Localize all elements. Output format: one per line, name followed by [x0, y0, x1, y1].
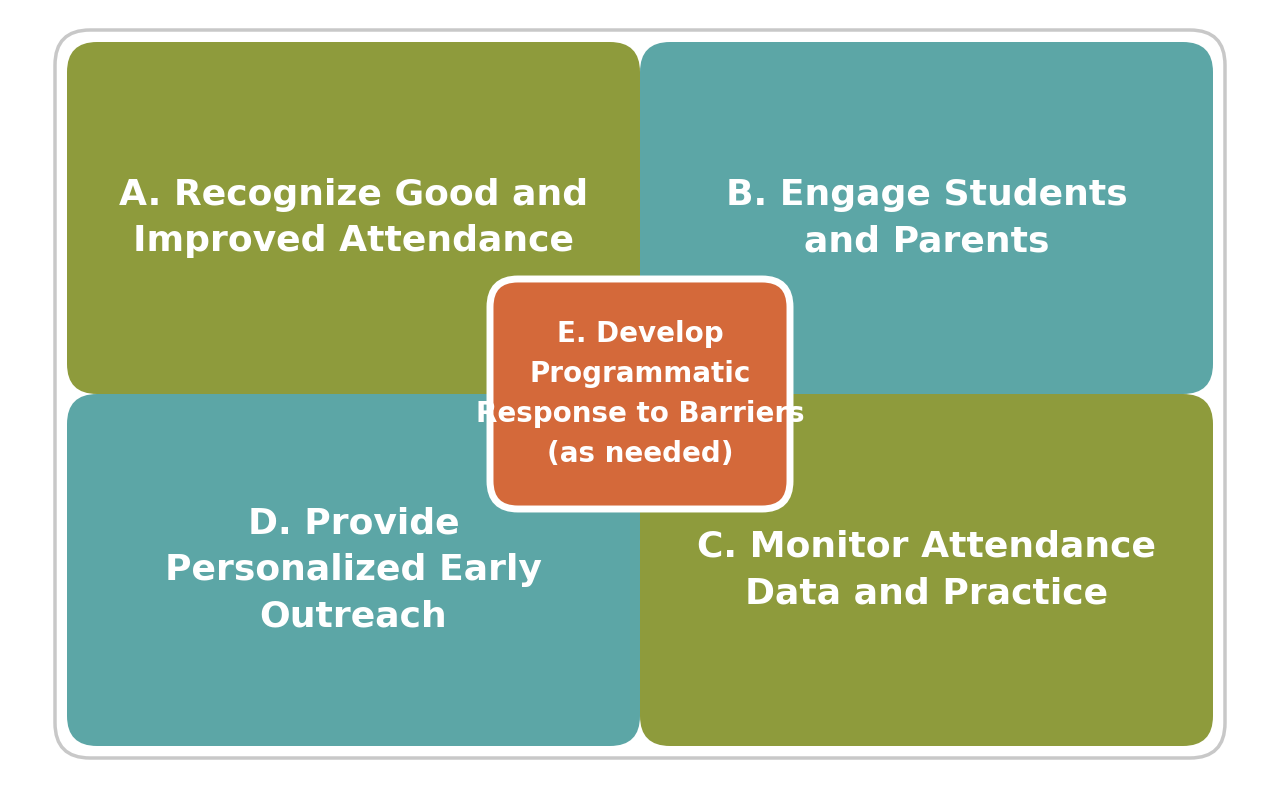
Text: D. Provide
Personalized Early
Outreach: D. Provide Personalized Early Outreach [165, 507, 541, 633]
FancyBboxPatch shape [67, 42, 640, 394]
Text: A. Recognize Good and
Improved Attendance: A. Recognize Good and Improved Attendanc… [119, 178, 588, 258]
FancyBboxPatch shape [67, 394, 640, 746]
FancyBboxPatch shape [55, 30, 1225, 758]
FancyBboxPatch shape [490, 279, 790, 509]
Text: C. Monitor Attendance
Data and Practice: C. Monitor Attendance Data and Practice [698, 530, 1156, 610]
Text: B. Engage Students
and Parents: B. Engage Students and Parents [726, 178, 1128, 258]
Text: E. Develop
Programmatic
Response to Barriers
(as needed): E. Develop Programmatic Response to Barr… [476, 320, 804, 468]
FancyBboxPatch shape [640, 394, 1213, 746]
FancyBboxPatch shape [640, 42, 1213, 394]
